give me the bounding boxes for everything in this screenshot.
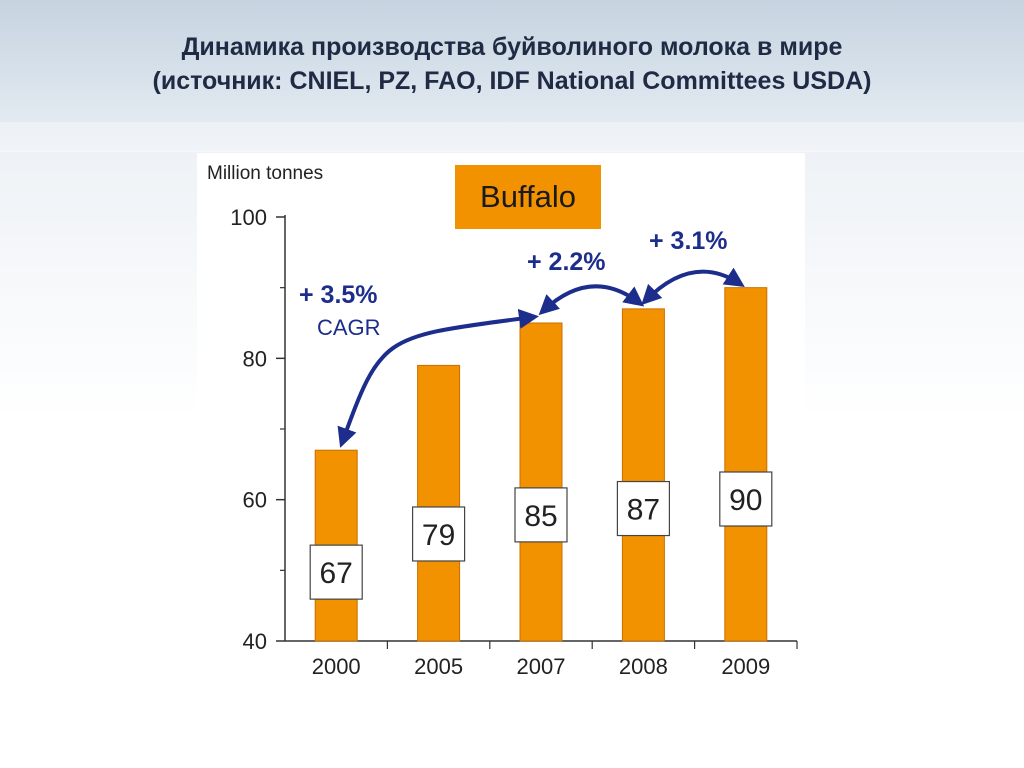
growth-2007-2008-label: + 2.2% <box>527 248 606 276</box>
y-axis-unit-label: Million tonnes <box>207 163 324 184</box>
data-label-box-2009 <box>719 471 773 527</box>
bar-2007 <box>519 322 563 642</box>
data-label-2005: 79 <box>422 519 455 552</box>
y-tick-label: 100 <box>230 205 267 230</box>
bar-2005 <box>417 364 461 642</box>
header-band-stripe <box>0 122 1024 152</box>
slide-title-line-1: Динамика производства буйволиного молока… <box>181 33 843 61</box>
cagr-label: CAGR <box>317 315 381 340</box>
data-label-box-2005 <box>412 506 466 562</box>
x-tick-label-2000: 2000 <box>312 654 361 679</box>
bar-chart: 40 60 80 100 2000 67 2005 79 2007 85 2008 87 2009 90 <box>230 205 798 679</box>
x-tick-label-2007: 2007 <box>517 654 566 679</box>
bar-2009 <box>724 287 768 642</box>
slide-title: Динамика производства буйволиного молока… <box>0 30 1024 98</box>
data-label-2000: 67 <box>320 557 353 590</box>
y-tick-label: 40 <box>243 629 267 654</box>
bar-2008 <box>621 308 665 642</box>
y-tick-label: 80 <box>243 346 267 371</box>
data-label-box-2000 <box>309 544 363 600</box>
slide-title-line-2: (источник: CNIEL, PZ, FAO, IDF National … <box>152 67 872 95</box>
data-label-2009: 90 <box>729 484 762 517</box>
cagr-arrow-2000-2007 <box>337 308 539 448</box>
y-tick-label: 60 <box>243 488 267 513</box>
growth-arrow-2007-2008 <box>538 284 645 316</box>
data-label-box-2008 <box>616 480 670 537</box>
growth-2008-2009-label: + 3.1% <box>649 227 728 255</box>
growth-arrow-2008-2009 <box>641 267 745 306</box>
chart-panel: 40 60 80 100 2000 67 2005 79 2007 85 2008 87 2009 90 … <box>197 153 805 691</box>
x-tick-label-2008: 2008 <box>619 654 668 679</box>
x-tick-label-2005: 2005 <box>414 654 463 679</box>
x-tick-label-2009: 2009 <box>721 654 770 679</box>
data-label-2007: 85 <box>524 500 557 533</box>
chart-title: Buffalo <box>480 179 576 214</box>
cagr-percent-label: + 3.5% <box>299 281 378 309</box>
data-label-box-2007 <box>514 487 568 543</box>
chart-title-box: Buffalo <box>455 165 601 229</box>
data-label-2008: 87 <box>627 494 660 527</box>
header-band <box>0 0 1024 150</box>
